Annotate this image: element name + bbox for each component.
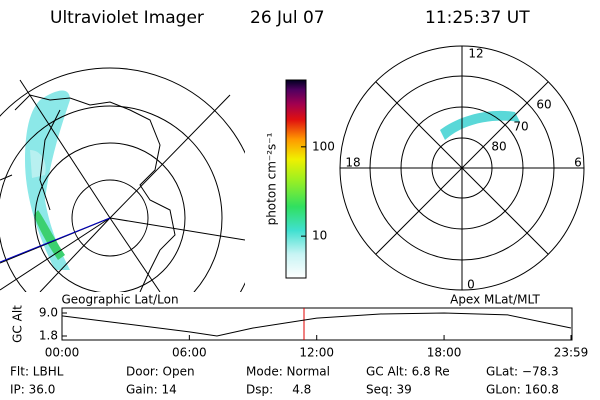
mlt-label: 0	[467, 278, 475, 292]
status-field: Seq: 39	[366, 383, 412, 397]
status-field: Door: Open	[126, 365, 195, 379]
geo-title: Geographic Lat/Lon	[61, 293, 178, 307]
mag-map	[339, 45, 585, 291]
mag-title: Apex MLat/MLT	[450, 293, 540, 307]
status-field: GLat: −78.3	[486, 365, 559, 379]
y-axis-label: GC Alt	[11, 305, 25, 343]
mlt-label: 18	[345, 156, 360, 170]
colorbar-label: photon cm⁻²s⁻¹	[265, 132, 279, 225]
status-field: GC Alt: 6.8 Re	[366, 365, 450, 379]
x-tick-label: 06:00	[172, 346, 207, 360]
colorbar-tick-label: 10	[312, 229, 327, 243]
x-tick-label: 23:59	[554, 346, 589, 360]
status-field: Mode: Normal	[246, 365, 330, 379]
status-field: Flt: LBHL	[10, 365, 64, 379]
status-field: Dsp: 4.8	[246, 383, 311, 397]
colorbar-tick-label: 100	[312, 139, 335, 153]
mlt-label: 12	[468, 47, 483, 61]
y-tick-label: 1.8	[39, 329, 58, 343]
lat-label: 80	[491, 140, 506, 154]
alt-line	[61, 312, 572, 337]
status-field: IP: 36.0	[10, 383, 55, 397]
x-tick-label: 00:00	[45, 346, 80, 360]
x-tick-label: 12:00	[299, 346, 334, 360]
mlt-label: 6	[574, 156, 582, 170]
status-field: GLon: 160.8	[486, 383, 559, 397]
status-field: Gain: 14	[126, 383, 177, 397]
time: 11:25:37 UT	[425, 8, 530, 28]
y-tick-label: 9.0	[39, 306, 58, 320]
title: Ultraviolet Imager	[50, 8, 204, 28]
colorbar	[285, 79, 307, 279]
lat-label: 60	[536, 98, 551, 112]
lat-label: 70	[513, 120, 528, 134]
geo-map	[0, 67, 245, 292]
date: 26 Jul 07	[250, 8, 325, 28]
x-tick-label: 18:00	[427, 346, 462, 360]
